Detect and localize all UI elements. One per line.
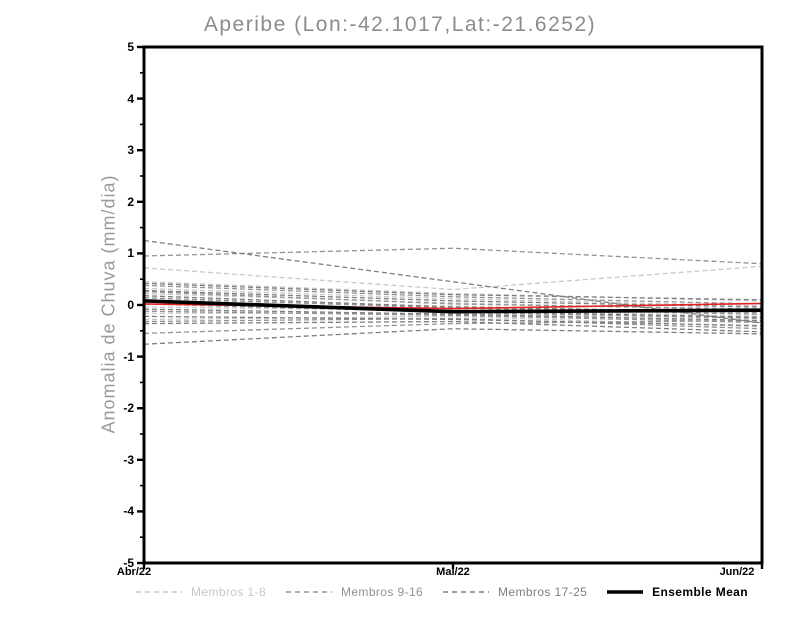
- member-line: [143, 301, 763, 319]
- member-line: [143, 290, 763, 310]
- legend-item-label: Membros 9-16: [340, 585, 424, 599]
- member-line: [143, 315, 763, 327]
- chart-legend: Membros 1-8 Membros 9-16 Membros 17-25 Ense…: [136, 584, 748, 600]
- legend-item-ensemble-mean: Ensemble Mean: [607, 585, 748, 599]
- legend-line-sample: [607, 590, 644, 594]
- x-tick-label: Mai/22: [436, 566, 470, 578]
- member-line: [143, 282, 763, 301]
- member-line: [143, 265, 763, 291]
- legend-line-sample: [442, 591, 489, 593]
- y-tick-label: -2: [123, 401, 134, 416]
- y-tick-label: 0: [127, 298, 134, 312]
- member-line: [143, 306, 763, 318]
- y-tick-label: -3: [123, 452, 134, 467]
- legend-item-membros-1-8: Membros 1-8: [136, 585, 266, 599]
- legend-line-sample: [136, 591, 182, 593]
- member-line: [143, 284, 763, 305]
- y-tick-label: -1: [123, 349, 134, 364]
- x-tick-label: Jun/22: [719, 566, 755, 578]
- x-tick-label: Abr/22: [116, 566, 152, 578]
- y-tick-label: 1: [127, 246, 134, 261]
- member-line: [143, 287, 763, 307]
- ensemble-mean-line: [143, 299, 763, 314]
- y-tick-label: 3: [127, 143, 134, 158]
- legend-item-label: Ensemble Mean: [652, 585, 748, 599]
- member-line: [143, 320, 763, 333]
- y-tick-label: 2: [127, 194, 134, 209]
- member-line: [143, 247, 763, 265]
- member-line: [143, 317, 763, 330]
- legend-item-membros-17-25: Membros 17-25: [442, 585, 588, 599]
- y-tick-label: 5: [127, 40, 134, 54]
- y-tick-label: -4: [123, 504, 134, 519]
- legend-item-membros-9-16: Membros 9-16: [285, 585, 424, 599]
- legend-item-label: Membros 1-8: [191, 585, 267, 599]
- y-tick-label: -5: [123, 556, 134, 570]
- chart-title: Aperibe (Lon:-42.1017,Lat:-21.6252): [203, 13, 597, 36]
- y-tick-label: 4: [127, 91, 134, 106]
- member-line: [143, 303, 763, 320]
- member-line: [143, 319, 763, 335]
- legend-item-label: Membros 17-25: [497, 585, 588, 599]
- member-line: [143, 328, 763, 345]
- legend-line-sample: [285, 591, 332, 593]
- member-line: [143, 308, 763, 322]
- member-line: [143, 310, 763, 324]
